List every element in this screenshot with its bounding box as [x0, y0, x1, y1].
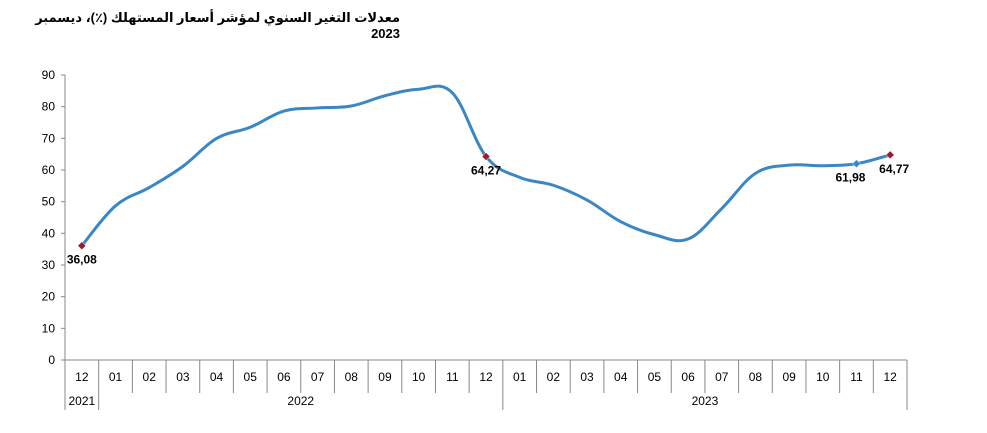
data-marker — [77, 241, 87, 251]
x-tick-label: 11 — [850, 370, 863, 384]
x-tick-label: 04 — [614, 370, 628, 384]
x-axis: 12 01 02 03 04 05 06 07 08 09 10 11 12 01 02 03 04 05 06 07… — [64, 359, 908, 410]
y-tick-label: 40 — [42, 226, 56, 240]
x-tick-label: 07 — [715, 370, 729, 384]
x-tick-label: 03 — [176, 370, 190, 384]
x-tick-label: 03 — [580, 370, 594, 384]
year-label: 2023 — [692, 394, 719, 408]
y-tick-label: 90 — [42, 68, 56, 82]
x-tick-label: 05 — [648, 370, 662, 384]
x-tick-label: 05 — [244, 370, 258, 384]
x-tick-label: 04 — [210, 370, 224, 384]
x-tick-label: 12 — [883, 370, 897, 384]
x-tick-label: 06 — [681, 370, 695, 384]
x-tick-label: 02 — [547, 370, 561, 384]
y-tick-label: 30 — [42, 258, 56, 272]
x-tick-label: 08 — [345, 370, 359, 384]
year-label: 2022 — [287, 394, 314, 408]
x-tick-label: 11 — [446, 370, 459, 384]
x-tick-label: 10 — [816, 370, 830, 384]
y-axis: 0 10 20 30 40 50 60 70 80 90 — [42, 68, 66, 367]
chart-title: معدلات التغير السنوي لمؤشر أسعار المستهل… — [35, 10, 400, 41]
data-marker — [852, 159, 861, 169]
x-tick-label: 12 — [479, 370, 493, 384]
plot-area: 36,08 64,27 61,98 64,77 — [67, 84, 909, 267]
x-tick-label: 09 — [782, 370, 796, 384]
y-tick-label: 20 — [42, 290, 56, 304]
data-marker — [885, 150, 895, 160]
x-tick-label: 08 — [749, 370, 763, 384]
x-tick-label: 06 — [277, 370, 291, 384]
x-tick-label: 01 — [513, 370, 527, 384]
y-tick-label: 0 — [48, 353, 55, 367]
y-tick-label: 60 — [42, 163, 56, 177]
year-label: 2021 — [68, 394, 95, 408]
x-tick-label: 12 — [75, 370, 89, 384]
x-tick-label: 10 — [412, 370, 426, 384]
data-label: 64,27 — [471, 163, 501, 177]
y-tick-label: 50 — [42, 195, 56, 209]
x-tick-label: 07 — [311, 370, 325, 384]
x-tick-label: 09 — [378, 370, 392, 384]
y-tick-label: 70 — [42, 131, 56, 145]
y-tick-label: 10 — [42, 321, 56, 335]
data-marker — [481, 152, 491, 161]
x-tick-label: 02 — [143, 370, 157, 384]
x-tick-label: 01 — [109, 370, 123, 384]
data-label: 36,08 — [67, 253, 97, 267]
data-label: 64,77 — [879, 162, 909, 176]
data-label: 61,98 — [835, 171, 865, 185]
y-tick-label: 80 — [42, 100, 56, 114]
